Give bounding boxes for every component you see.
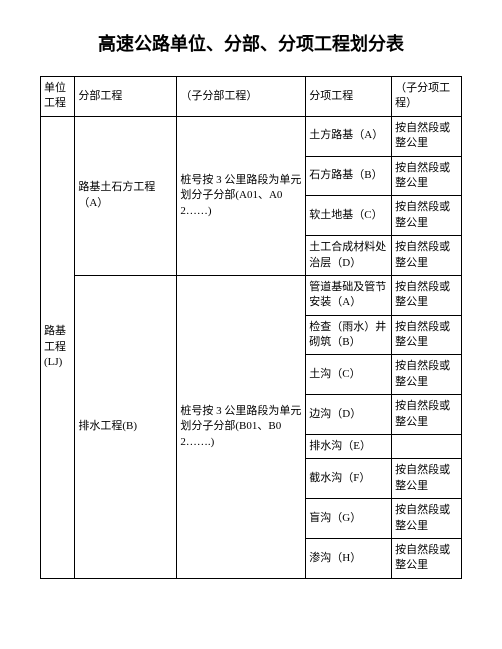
item-cell: 渗沟（H） — [306, 538, 392, 578]
group-name-cell: 路基土石方工程（A） — [75, 116, 177, 275]
group-sub-cell: 桩号按 3 公里路段为单元划分子分部(B01、B02…….) — [177, 275, 306, 578]
item-cell: 排水沟（E） — [306, 435, 392, 459]
subitem-cell: 按自然段或整公里 — [392, 499, 462, 539]
subitem-cell: 按自然段或整公里 — [392, 538, 462, 578]
group-sub-cell: 桩号按 3 公里路段为单元划分子分部(A01、A02……) — [177, 116, 306, 275]
subitem-cell: 按自然段或整公里 — [392, 459, 462, 499]
subitem-cell: 按自然段或整公里 — [392, 355, 462, 395]
item-cell: 管道基础及管节安装（A） — [306, 275, 392, 315]
subitem-cell: 按自然段或整公里 — [392, 196, 462, 236]
page-title: 高速公路单位、分部、分项工程划分表 — [40, 30, 462, 56]
item-cell: 石方路基（B） — [306, 156, 392, 196]
item-cell: 检查（雨水）井砌筑（B） — [306, 315, 392, 355]
item-cell: 截水沟（F） — [306, 459, 392, 499]
subitem-cell: 按自然段或整公里 — [392, 156, 462, 196]
item-cell: 盲沟（G） — [306, 499, 392, 539]
subitem-cell — [392, 435, 462, 459]
header-cell: 分部工程 — [75, 77, 177, 117]
header-cell: 分项工程 — [306, 77, 392, 117]
item-cell: 土方路基（A） — [306, 116, 392, 156]
item-cell: 土沟（C） — [306, 355, 392, 395]
header-cell: 单位工程 — [41, 77, 75, 117]
group-name-cell: 排水工程(B) — [75, 275, 177, 578]
subitem-cell: 按自然段或整公里 — [392, 395, 462, 435]
subitem-cell: 按自然段或整公里 — [392, 116, 462, 156]
division-table: 单位工程 分部工程 （子分部工程） 分项工程 （子分项工程） 路基工程(LJ) … — [40, 76, 462, 579]
header-cell: （子分部工程） — [177, 77, 306, 117]
subitem-cell: 按自然段或整公里 — [392, 275, 462, 315]
item-cell: 软土地基（C） — [306, 196, 392, 236]
unit-cell: 路基工程(LJ) — [41, 116, 75, 578]
item-cell: 边沟（D） — [306, 395, 392, 435]
item-cell: 土工合成材料处治层（D） — [306, 236, 392, 276]
header-cell: （子分项工程） — [392, 77, 462, 117]
subitem-cell: 按自然段或整公里 — [392, 315, 462, 355]
subitem-cell: 按自然段或整公里 — [392, 236, 462, 276]
